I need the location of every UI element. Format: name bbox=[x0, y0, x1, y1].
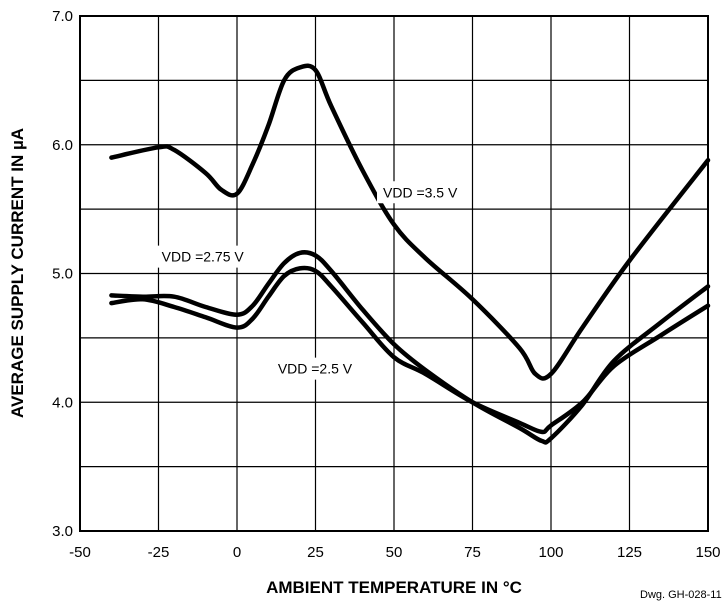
series-line-vdd-2-75 bbox=[109, 250, 711, 445]
series-label-layer: VDD =3.5 V VDD =2.75 V VDD =2.5 V bbox=[155, 181, 470, 380]
x-tick-label: 100 bbox=[538, 544, 563, 561]
x-axis-title: AMBIENT TEMPERATURE IN °C bbox=[266, 578, 522, 597]
x-tick-label: 25 bbox=[307, 544, 324, 561]
plot-frame bbox=[79, 15, 709, 532]
drawing-number-note: Dwg. GH-028-11 bbox=[640, 589, 722, 601]
y-tick-label: 3.0 bbox=[52, 523, 73, 540]
series-label-background bbox=[155, 245, 256, 268]
series-layer bbox=[109, 63, 711, 445]
y-axis-title: AVERAGE SUPPLY CURRENT IN µA bbox=[8, 128, 27, 418]
x-tick-label: 75 bbox=[464, 544, 481, 561]
y-tick-label: 7.0 bbox=[52, 8, 73, 25]
y-tick-labels: 3.0 4.0 5.0 6.0 7.0 bbox=[52, 8, 73, 540]
series-label-background bbox=[377, 181, 470, 204]
grid-layer bbox=[80, 16, 708, 531]
y-tick-label: 5.0 bbox=[52, 266, 73, 283]
x-tick-label: -50 bbox=[69, 544, 91, 561]
series-line-vdd-3-5 bbox=[109, 63, 711, 381]
x-tick-label: 50 bbox=[386, 544, 403, 561]
x-tick-label: 0 bbox=[233, 544, 241, 561]
y-tick-label: 4.0 bbox=[52, 394, 73, 411]
series-label-vdd-2-75: VDD =2.75 V bbox=[162, 249, 245, 265]
x-tick-label: -25 bbox=[148, 544, 170, 561]
x-tick-label: 150 bbox=[695, 544, 720, 561]
x-tick-label: 125 bbox=[617, 544, 642, 561]
y-tick-label: 6.0 bbox=[52, 137, 73, 154]
series-line-vdd-2-5 bbox=[109, 265, 711, 435]
series-label-vdd-2-5: VDD =2.5 V bbox=[278, 361, 353, 377]
series-label-vdd-3-5: VDD =3.5 V bbox=[383, 184, 458, 200]
x-tick-labels: -50 -25 0 25 50 75 100 125 150 bbox=[69, 544, 720, 561]
series-label-background bbox=[271, 357, 362, 380]
